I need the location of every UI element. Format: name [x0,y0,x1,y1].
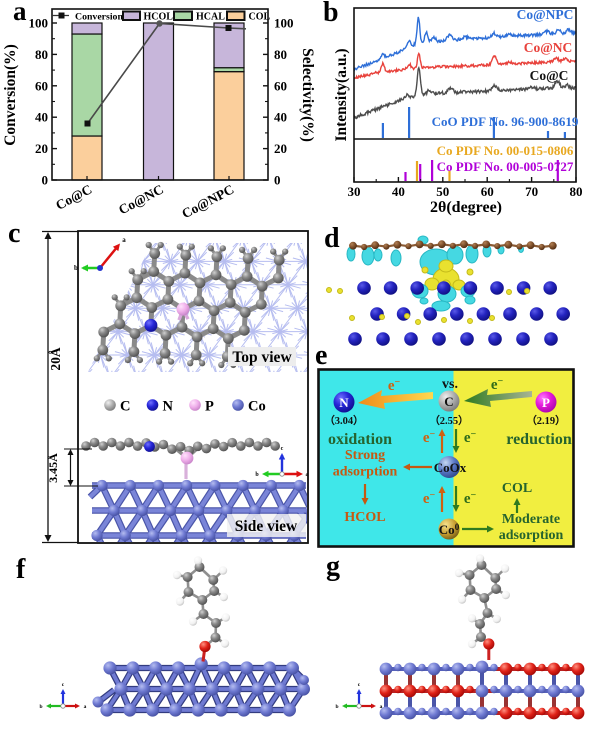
svg-text:b: b [335,704,338,710]
svg-text:HCOL: HCOL [144,12,174,23]
svg-text:（2.55）: （2.55） [429,414,468,427]
svg-text:c: c [281,446,284,452]
svg-text:Side view: Side view [235,518,298,535]
svg-text:Intensity(a.u.): Intensity(a.u.) [333,48,350,141]
svg-text:b: b [74,264,78,272]
svg-text:30: 30 [348,184,361,199]
svg-text:CoO PDF No. 96-900-8619: CoO PDF No. 96-900-8619 [432,114,579,129]
svg-text:N: N [339,395,349,410]
svg-text:adsorption: adsorption [499,528,564,543]
svg-text:（2.19）: （2.19） [526,414,565,427]
svg-text:adsorption: adsorption [333,465,398,480]
svg-text:100: 100 [274,16,294,31]
svg-text:0: 0 [42,173,49,188]
svg-text:Conversion(%): Conversion(%) [2,44,19,146]
svg-text:a: a [306,472,309,478]
svg-text:C: C [120,399,130,415]
svg-text:HCOL: HCOL [344,510,385,525]
svg-text:HCAL: HCAL [196,12,225,23]
svg-text:CoOx: CoOx [434,460,467,475]
svg-text:f: f [16,554,26,585]
svg-text:0: 0 [274,173,281,188]
svg-text:a: a [84,704,87,710]
svg-text:b: b [255,472,259,478]
svg-text:Strong: Strong [345,448,385,463]
svg-text:COL: COL [249,12,271,23]
svg-text:（3.04）: （3.04） [324,414,363,427]
svg-text:Top view: Top view [232,349,292,366]
svg-text:40: 40 [392,184,405,199]
svg-text:vs.: vs. [442,377,458,392]
svg-text:Co@NPC: Co@NPC [179,181,236,221]
svg-text:reduction: reduction [506,431,572,448]
svg-text:COL: COL [502,481,532,496]
svg-text:Co PDF No. 00-015-0806: Co PDF No. 00-015-0806 [437,143,574,158]
svg-text:60: 60 [35,78,48,93]
svg-text:c: c [62,682,65,688]
svg-text:Moderate: Moderate [502,512,560,527]
svg-text:20: 20 [35,141,48,156]
svg-text:70: 70 [525,184,538,199]
svg-text:a: a [380,704,383,710]
svg-text:c: c [8,218,20,249]
svg-text:Co: Co [248,399,266,415]
svg-text:100: 100 [29,16,49,31]
svg-text:Conversion: Conversion [75,12,123,23]
svg-text:oxidation: oxidation [328,431,392,448]
svg-text:e: e [315,340,327,371]
svg-text:N: N [163,399,174,415]
svg-text:Selectivity(%): Selectivity(%) [299,48,316,142]
svg-text:Co@C: Co@C [530,68,569,83]
svg-text:Co PDF No. 00-005-0727: Co PDF No. 00-005-0727 [437,159,574,174]
svg-text:60: 60 [481,184,494,199]
svg-text:Co0: Co0 [439,522,460,537]
svg-text:20: 20 [274,141,287,156]
svg-text:C: C [444,394,453,409]
svg-text:a: a [122,236,126,244]
svg-text:2θ(degree): 2θ(degree) [430,199,502,216]
svg-text:80: 80 [274,47,287,62]
svg-text:P: P [205,399,214,415]
svg-text:50: 50 [436,184,449,199]
svg-text:Co@NC: Co@NC [116,181,166,217]
svg-text:c: c [358,682,361,688]
svg-text:Co@C: Co@C [53,181,94,212]
svg-text:b: b [323,0,339,28]
svg-text:Co@NC: Co@NC [524,40,573,55]
svg-text:3.45Å: 3.45Å [46,453,60,483]
svg-text:b: b [39,704,42,710]
svg-text:20Å: 20Å [48,347,63,371]
svg-text:Co@NPC: Co@NPC [517,7,574,22]
svg-text:a: a [13,0,27,26]
svg-text:80: 80 [35,47,48,62]
svg-text:80: 80 [570,184,583,199]
svg-text:40: 40 [35,110,48,125]
svg-text:40: 40 [274,110,287,125]
svg-text:P: P [542,395,550,410]
svg-text:60: 60 [274,78,287,93]
svg-text:d: d [324,223,340,254]
svg-text:g: g [326,551,340,582]
